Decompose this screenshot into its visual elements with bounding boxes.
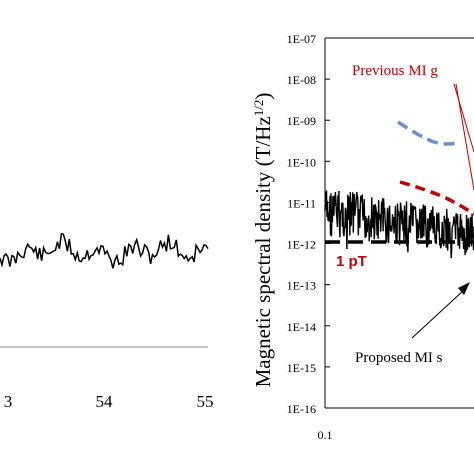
left-x-tick-label: 55 <box>197 392 214 411</box>
right-y-tick-label: 1E-11 <box>287 196 316 210</box>
one-pt-label: 1 pT <box>336 253 367 270</box>
right-y-tick-label: 1E-13 <box>287 279 316 293</box>
y-axis-label-sup: 1/2 <box>251 100 266 117</box>
right-y-tick-label: 1E-07 <box>287 32 316 46</box>
left-x-tick-label: 54 <box>96 392 114 411</box>
previous-mi-pointer-2 <box>455 83 474 191</box>
left-x-tick-labels: 3 54 55 <box>4 392 214 411</box>
y-axis-label-main: Magnetic spectral density (T/Hz <box>251 116 275 387</box>
right-y-tick-label: 1E-12 <box>287 238 316 252</box>
left-panel: 3 54 55 <box>0 232 214 411</box>
previous-mi-annotation: Previous MI g <box>352 63 438 79</box>
proposed-mi-annotation: Proposed MI s <box>355 350 443 366</box>
proposed-mi-arrowhead <box>458 282 470 295</box>
right-x-tick-label: 0.1 <box>318 428 333 442</box>
right-y-tick-label: 1E-08 <box>287 73 316 87</box>
right-y-tick-label: 1E-15 <box>287 361 316 375</box>
previous-mi-pointer-1 <box>453 83 474 153</box>
right-y-tick-label: 1E-16 <box>287 402 316 416</box>
previous-mi-blue-dashed-line <box>397 120 461 146</box>
right-y-tick-label: 1E-09 <box>287 114 316 128</box>
left-series-line <box>0 232 209 269</box>
left-x-tick-label: 3 <box>4 392 13 411</box>
y-axis-label-close: ) <box>251 93 275 100</box>
right-y-tick-marks <box>325 37 330 409</box>
right-panel: Magnetic spectral density (T/Hz1/2) 1E-0… <box>251 32 474 442</box>
y-axis-label: Magnetic spectral density (T/Hz1/2) <box>251 93 275 388</box>
previous-mi-red-dashed-line <box>399 180 474 216</box>
right-y-tick-label: 1E-14 <box>287 320 316 334</box>
right-y-tick-labels: 1E-07 1E-08 1E-09 1E-10 1E-11 1E-12 1E-13 1E-14… <box>287 32 316 416</box>
right-y-tick-label: 1E-10 <box>287 155 316 169</box>
proposed-mi-arrow <box>411 289 465 339</box>
right-x-tick-labels: 0.1 <box>318 428 333 442</box>
